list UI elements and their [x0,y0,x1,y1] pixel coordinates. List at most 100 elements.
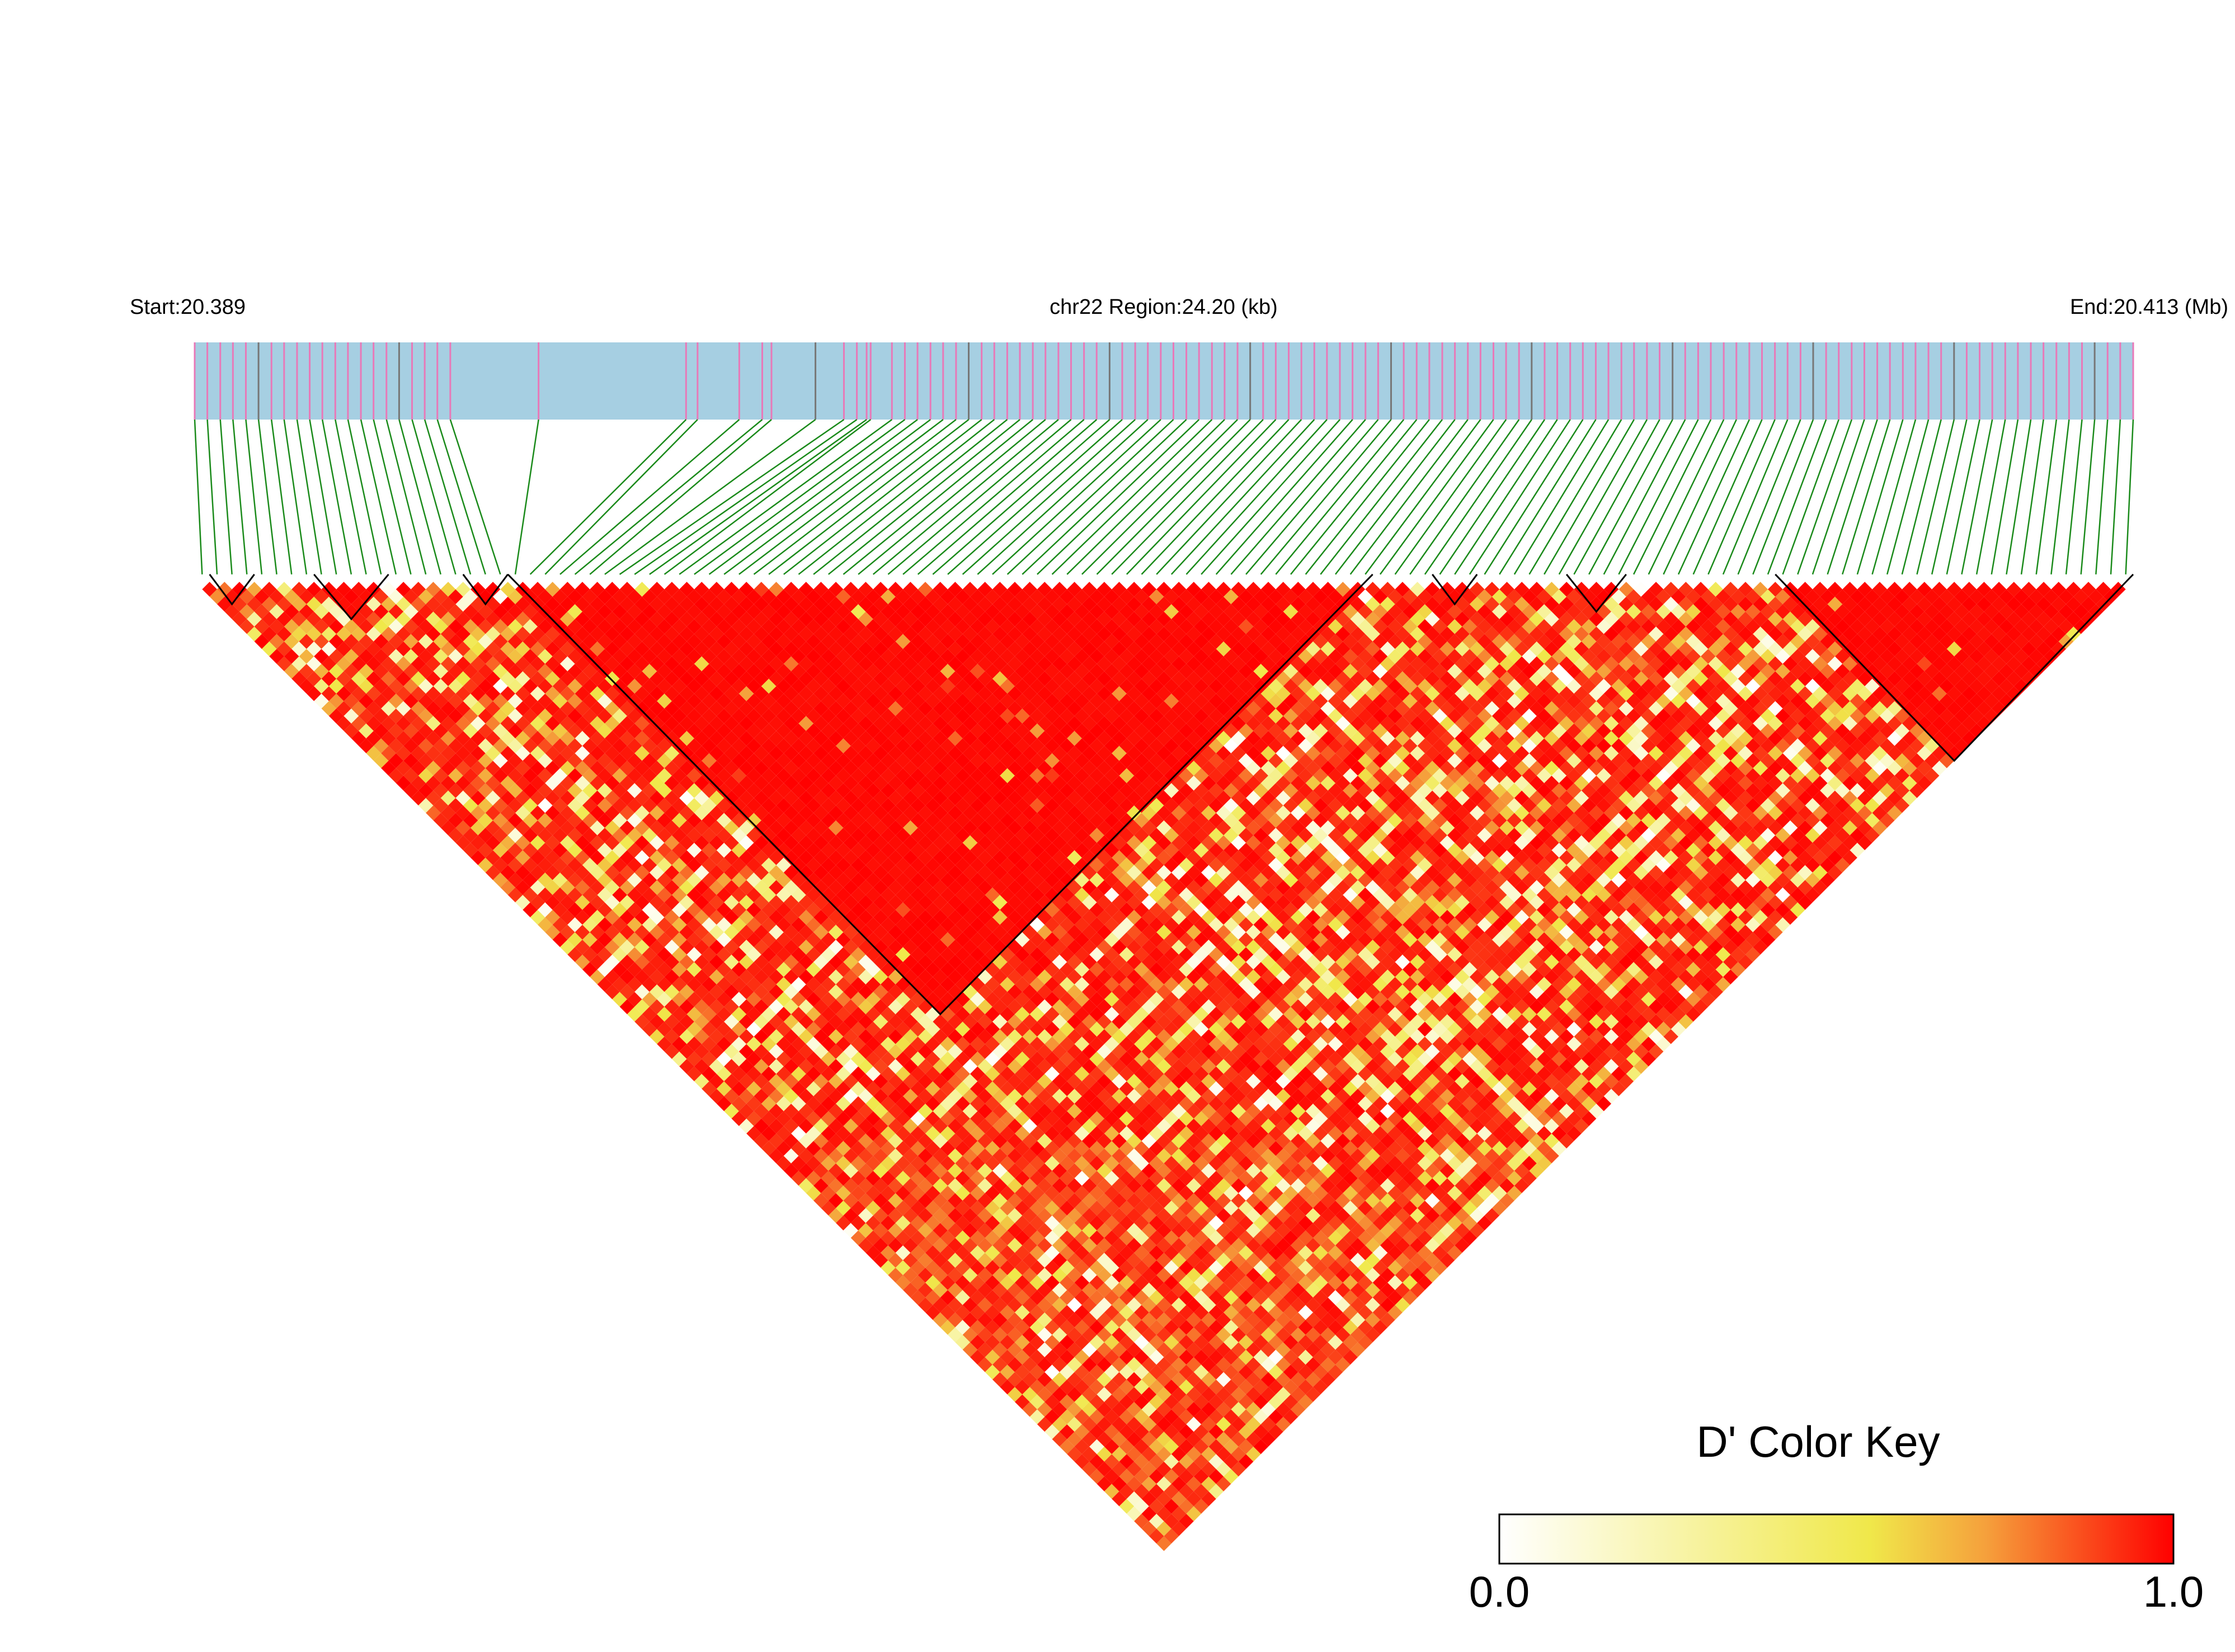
ld-cell [411,686,426,702]
ld-cell [1089,1424,1104,1439]
ld-cell [1007,1387,1023,1402]
ld-cell [411,641,426,657]
ld-cell [1156,1446,1171,1462]
ld-cell [276,641,292,657]
ld-cell [962,1312,978,1328]
ld-cell [1097,1357,1112,1372]
ld-cell [1119,1469,1135,1484]
ld-cell [798,1163,814,1179]
ld-cell [925,1260,940,1276]
ld-cell [1134,1379,1149,1395]
ld-cell [560,850,575,865]
ld-cell [888,1193,904,1208]
ld-cell [1044,1424,1060,1439]
ld-cell [955,1260,970,1276]
ld-cell [538,872,553,888]
ld-cell [1067,1387,1082,1402]
ld-cell [738,1029,754,1044]
ld-cell [955,1170,970,1186]
ld-cell [366,596,382,612]
ld-cell [1126,1491,1142,1507]
ld-cell [1044,1364,1060,1380]
ld-cell [1000,1320,1015,1335]
ld-cell [1156,1416,1171,1432]
ld-cell [962,1342,978,1357]
ld-cell [560,939,575,955]
ld-cell [1081,1401,1097,1417]
ld-cell [925,1170,940,1186]
ld-cell [888,1223,904,1238]
ld-cell [933,1268,948,1283]
ld-cell [962,1163,978,1179]
ld-cell [1059,1409,1075,1424]
ld-cell [314,604,329,619]
ld-cell [873,1163,888,1179]
ld-cell [1000,1230,1015,1246]
ld-cell [463,723,478,738]
ld-cell [1052,1282,1067,1298]
ld-cell [895,1275,911,1291]
ld-cell [738,1058,754,1074]
ld-cell [791,1036,806,1052]
ld-cell [1052,1372,1067,1387]
ld-cell [821,1170,836,1186]
ld-cell [1022,1253,1037,1268]
ld-cell [291,596,307,612]
ld-cell [694,1074,709,1089]
ld-cell [888,1237,904,1253]
ld-cell [925,1290,940,1305]
ld-cell [694,1044,709,1059]
ld-cell [507,872,523,888]
ld-cell [344,663,359,679]
ld-cell [1059,1364,1075,1380]
ld-cell [224,589,239,604]
ld-cell [843,1148,859,1164]
ld-cell [1014,1364,1030,1380]
ld-cell [888,1118,904,1134]
ld-cell [1007,1268,1023,1283]
ld-cell [276,626,292,642]
ld-cell [1104,1439,1119,1455]
ld-cell [1097,1387,1112,1402]
ld-cell [247,626,262,642]
ld-cell [388,738,404,754]
ld-cell [962,1268,978,1283]
ld-cell [940,1230,956,1246]
ld-cell [463,708,478,724]
ld-cell [888,1148,904,1164]
ld-cell [925,1185,940,1201]
ld-cell [903,1193,918,1208]
ld-cell [1179,1454,1194,1469]
ld-cell [694,925,709,940]
ld-cell [917,1193,933,1208]
ld-cell [538,798,553,813]
ld-cell [1193,1484,1209,1499]
ld-cell [1037,1387,1052,1402]
ld-cell [970,1335,985,1350]
ld-cell [970,1320,985,1335]
ld-cell [1097,1476,1112,1491]
ld-cell [798,1148,814,1164]
ld-cell [560,835,575,850]
ld-cell [925,1156,940,1171]
ld-cell [917,1237,933,1253]
ld-cell [507,768,523,783]
ld-cell [910,1156,926,1171]
ld-cell [366,731,382,746]
ld-cell [388,723,404,738]
ld-cell [888,1103,904,1119]
ld-cell [485,686,501,702]
ld-cell [791,1111,806,1126]
ld-cell [1149,1439,1164,1455]
ld-cell [1067,1416,1082,1432]
ld-cell [1156,1461,1171,1477]
ld-cell [1037,1327,1052,1343]
ld-cell [1119,1484,1135,1499]
ld-cell [828,1178,844,1193]
ld-cell [1089,1320,1104,1335]
ld-cell [1067,1282,1082,1298]
ld-cell [1052,1268,1067,1283]
ld-cell [836,1051,851,1067]
ld-cell [440,671,456,686]
ld-cell [314,679,329,694]
